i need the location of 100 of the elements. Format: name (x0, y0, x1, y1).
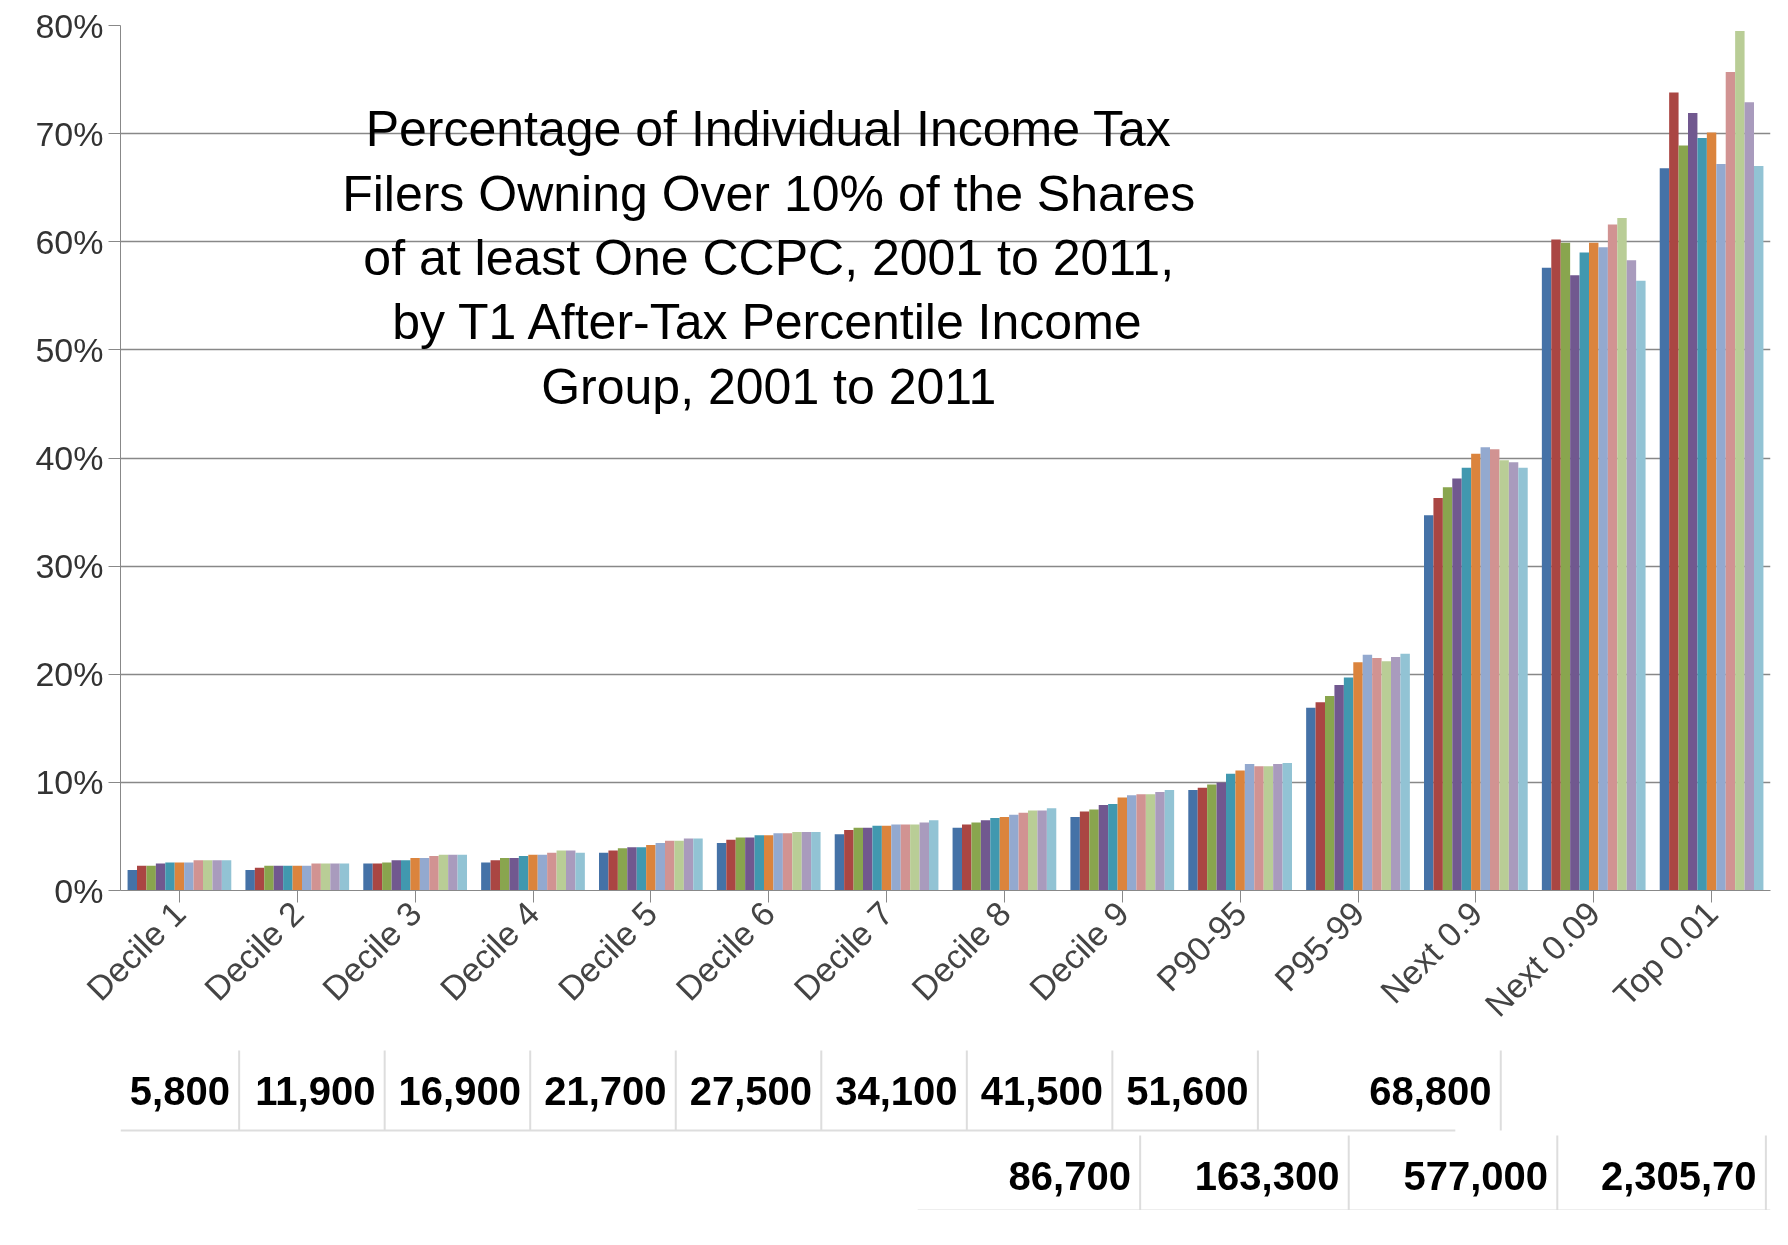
bar (980, 820, 991, 891)
bar (184, 862, 194, 891)
bar (264, 865, 274, 891)
bar (735, 837, 746, 891)
bar (962, 824, 972, 891)
bar (1551, 239, 1561, 891)
text: 41,500 (980, 1068, 1104, 1113)
bar (1244, 763, 1255, 891)
bar (990, 818, 1000, 891)
y-tick-label: 40% (35, 439, 104, 477)
bar (1018, 812, 1028, 891)
bar (254, 867, 265, 891)
bar (834, 834, 845, 891)
bar (429, 855, 439, 891)
bar (448, 854, 458, 891)
bar (1560, 242, 1571, 891)
bar (863, 827, 873, 891)
bar (1164, 789, 1175, 891)
bar (1070, 816, 1080, 891)
bar (773, 833, 783, 891)
bar (693, 838, 703, 891)
bar (754, 835, 764, 891)
bar (1334, 685, 1344, 891)
bar (1725, 71, 1736, 891)
bar (292, 865, 302, 891)
bar (1659, 168, 1670, 891)
bar (547, 852, 557, 891)
text: Percentage of Individual Income Tax Filers Owning Over 10% of the Shares of at least One CCPC, 2001 to 2011, by T1 After-Tax Percentile Income Group, 2001 to 2011 (342, 101, 1196, 415)
y-tick-label: 70% (35, 114, 104, 153)
bar (391, 860, 401, 891)
bar (1117, 797, 1127, 891)
bar (1145, 794, 1156, 891)
bar (193, 860, 203, 891)
bar (665, 840, 675, 891)
bar (1254, 766, 1264, 891)
bar (726, 839, 736, 891)
bar (1343, 677, 1354, 891)
text: 163,300 (1194, 1153, 1340, 1198)
bar (801, 832, 812, 891)
bar (891, 824, 901, 891)
bar (1617, 217, 1627, 891)
bar (1188, 789, 1198, 891)
bar (617, 848, 628, 891)
bar (1688, 113, 1698, 891)
bar (372, 863, 383, 891)
bar (1508, 462, 1519, 891)
bar (1461, 467, 1472, 891)
bar (419, 858, 430, 891)
bar (1037, 810, 1047, 891)
bar (1046, 808, 1057, 891)
bar (127, 869, 137, 891)
bar (203, 860, 213, 891)
bar (1678, 145, 1688, 891)
bar (782, 833, 793, 891)
bar (556, 850, 566, 891)
bar (245, 869, 255, 891)
bar (844, 829, 854, 891)
bar (1669, 92, 1679, 891)
bar (627, 847, 637, 891)
bar (165, 862, 175, 891)
bar (575, 852, 585, 891)
bar (1636, 280, 1646, 891)
bar (212, 860, 222, 891)
text: 2,305,70 (1600, 1153, 1757, 1198)
bar (1216, 782, 1226, 891)
bar (410, 858, 420, 891)
text: 27,500 (689, 1068, 813, 1113)
bar (146, 865, 156, 891)
bar (655, 842, 665, 891)
bar (438, 854, 449, 891)
bar (792, 832, 802, 891)
bar (1716, 163, 1726, 891)
bar (221, 860, 232, 891)
bar (1372, 658, 1382, 891)
bar (1744, 102, 1754, 891)
bar (566, 850, 576, 891)
bar (900, 824, 911, 891)
text: 11,900 (255, 1068, 376, 1113)
bar (1207, 784, 1217, 891)
bar (929, 820, 939, 891)
bar (1579, 252, 1589, 891)
bar (999, 816, 1010, 891)
bar (1127, 795, 1137, 891)
y-tick-label: 10% (35, 763, 104, 802)
bar (636, 847, 647, 891)
bar (608, 850, 618, 891)
bar (811, 832, 821, 891)
bar (1136, 794, 1146, 891)
bar (674, 840, 684, 891)
y-tick-label: 60% (35, 222, 104, 261)
bar (1353, 662, 1363, 891)
bar (500, 858, 510, 891)
bar (1089, 809, 1099, 891)
text: 577,000 (1403, 1153, 1549, 1198)
bar (1607, 224, 1618, 891)
bar (881, 825, 892, 891)
y-tick-label: 0% (54, 871, 104, 910)
bar (919, 822, 929, 891)
bar (509, 858, 519, 891)
bar (537, 854, 548, 891)
